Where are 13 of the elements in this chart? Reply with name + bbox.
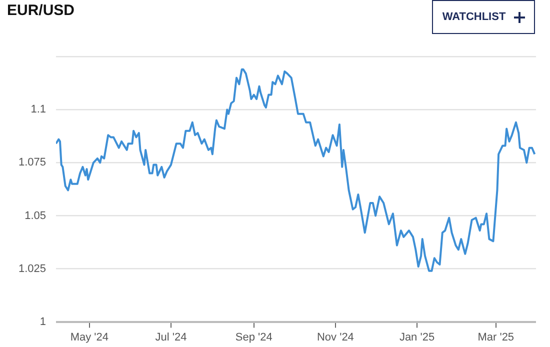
text: WATCHLIST [442, 11, 506, 23]
x-tick-label: Nov '24 [316, 331, 354, 344]
y-tick-label: 1 [40, 316, 46, 328]
y-tick-label: 1.075 [18, 156, 46, 169]
chart-title: EUR/USD [7, 2, 75, 19]
y-tick-label: 1.1 [30, 104, 46, 116]
x-tick-label: Jul '24 [155, 331, 187, 344]
x-tick-label: May '24 [70, 331, 109, 344]
x-tick-label: Jan '25 [399, 331, 435, 344]
x-tick-label: Mar '25 [478, 331, 514, 344]
x-tick-label: Sep '24 [235, 331, 272, 344]
y-tick-label: 1.05 [24, 210, 46, 222]
y-tick-label: 1.025 [18, 262, 46, 275]
